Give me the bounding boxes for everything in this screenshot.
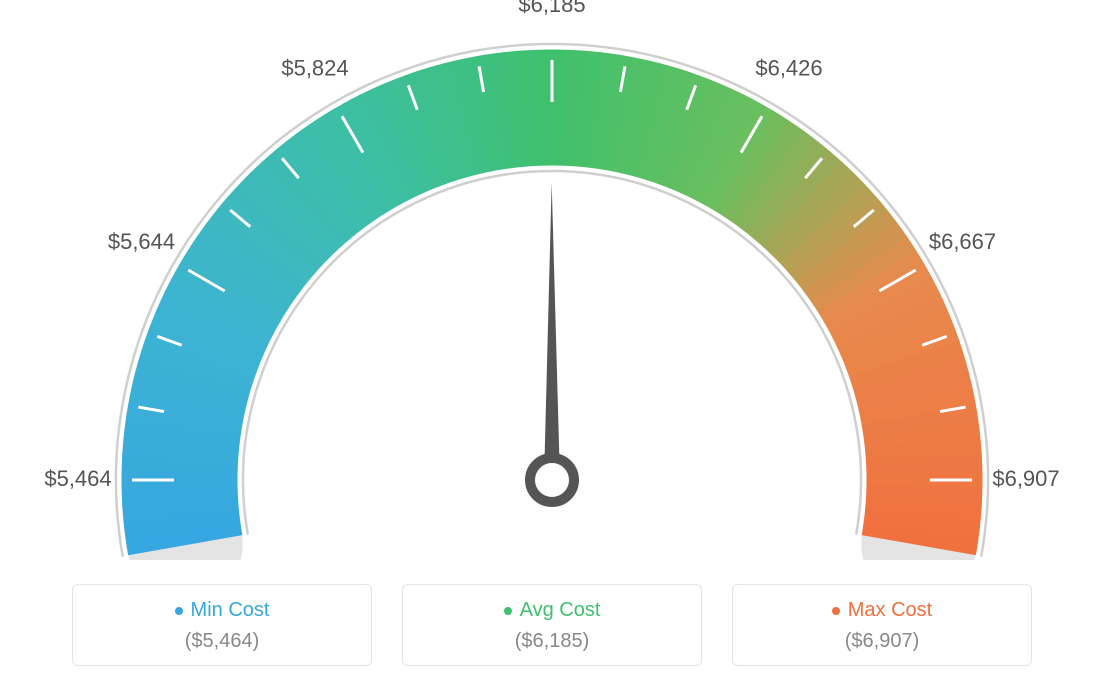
bullet-icon xyxy=(832,607,840,615)
cost-gauge-chart: $5,464 $5,644 $5,824 $6,185 $6,426 $6,667 $6,9… xyxy=(0,0,1104,560)
legend-card-min: Min Cost ($5,464) xyxy=(72,584,372,666)
bullet-icon xyxy=(175,607,183,615)
gauge-tick-label: $5,464 xyxy=(44,466,111,491)
legend-value-max: ($6,907) xyxy=(743,630,1021,653)
gauge-tick-label: $6,667 xyxy=(929,229,996,254)
legend-value-avg: ($6,185) xyxy=(413,630,691,653)
gauge-tick-label: $6,907 xyxy=(992,466,1059,491)
gauge-tick-label: $6,426 xyxy=(755,56,822,81)
gauge-tick-label: $5,824 xyxy=(281,56,348,81)
legend-title-avg: Avg Cost xyxy=(520,599,601,622)
legend-card-avg: Avg Cost ($6,185) xyxy=(402,584,702,666)
gauge-tick-label: $5,644 xyxy=(108,229,175,254)
legend-title-max: Max Cost xyxy=(848,599,932,622)
legend-row: Min Cost ($5,464) Avg Cost ($6,185) Max … xyxy=(0,584,1104,666)
gauge-pivot xyxy=(530,458,574,502)
legend-card-max: Max Cost ($6,907) xyxy=(732,584,1032,666)
legend-title-min: Min Cost xyxy=(191,599,270,622)
gauge-tick-label: $6,185 xyxy=(518,0,585,17)
legend-value-min: ($5,464) xyxy=(83,630,361,653)
gauge-needle xyxy=(544,183,560,480)
bullet-icon xyxy=(504,607,512,615)
